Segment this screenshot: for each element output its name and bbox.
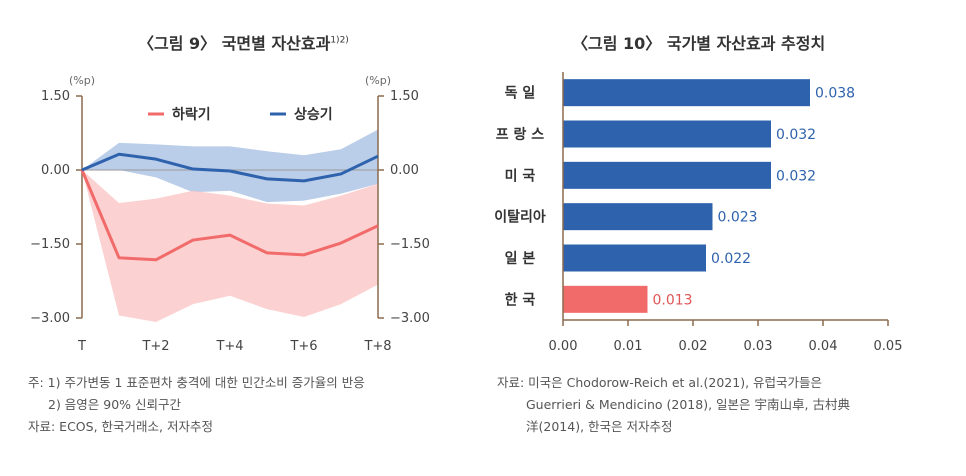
y-unit-label-left: (%p) bbox=[69, 74, 95, 87]
category-label: 한 국 bbox=[505, 292, 536, 308]
bar bbox=[563, 161, 771, 189]
bar bbox=[563, 120, 771, 148]
left-chart-title: 〈그림 9〉 국면별 자산효과1)2) bbox=[138, 30, 349, 54]
category-label: 미 국 bbox=[505, 168, 536, 184]
source-line: 자료: ECOS, 한국거래소, 저자추정 bbox=[28, 419, 213, 434]
series-line bbox=[81, 152, 379, 183]
y-tick-label-left: −1.50 bbox=[30, 237, 70, 252]
bar-data-label: 0.038 bbox=[815, 86, 855, 102]
x-tick-label: 0.03 bbox=[744, 339, 773, 354]
bar bbox=[563, 244, 706, 272]
bars: 0.038 0.032 0.032 0.023 0.022 0.013 bbox=[563, 79, 855, 313]
x-tick-label: 0.04 bbox=[809, 339, 838, 354]
right-chart-notes: 자료: 미국은 Chodorow-Reich et al.(2021), 유럽국… bbox=[497, 372, 850, 438]
x-tick-label: 0.01 bbox=[614, 339, 643, 354]
y-tick-label-right: 0.00 bbox=[390, 163, 419, 178]
source-line: 洋(2014), 한국은 저자추정 bbox=[526, 419, 673, 434]
y-tick-label-right: −1.50 bbox=[390, 237, 430, 252]
x-tick-label: T bbox=[77, 339, 86, 354]
y-tick-label-right: −3.00 bbox=[390, 311, 430, 326]
x-tick-label: 0.00 bbox=[549, 339, 578, 354]
x-tick-label: 0.02 bbox=[679, 339, 708, 354]
category-label: 일 본 bbox=[505, 251, 536, 267]
x-tick-label: T+8 bbox=[363, 339, 391, 354]
right-chart-title-text: 〈그림 10〉 국가별 자산효과 추정치 bbox=[572, 34, 826, 53]
bar-data-label: 0.032 bbox=[776, 168, 816, 184]
x-tick-label: 0.05 bbox=[874, 339, 903, 354]
source-line: Guerrieri & Mendicino (2018), 일본은 宇南山卓, … bbox=[526, 397, 850, 412]
bar bbox=[563, 79, 810, 107]
bar-data-label: 0.013 bbox=[653, 292, 693, 308]
category-label: 이탈리아 bbox=[494, 209, 546, 226]
bar-data-label: 0.022 bbox=[711, 251, 751, 267]
right-chart-title: 〈그림 10〉 국가별 자산효과 추정치 bbox=[572, 30, 825, 54]
bar-data-label: 0.032 bbox=[776, 127, 816, 143]
y-tick-label-right: 1.50 bbox=[390, 89, 419, 104]
left-chart-title-footnote: 1)2) bbox=[330, 35, 349, 46]
category-label: 프 랑 스 bbox=[496, 127, 545, 143]
y-tick-label-left: −3.00 bbox=[30, 311, 70, 326]
bar bbox=[563, 203, 713, 231]
note-line: 2) 음영은 90% 신뢰구간 bbox=[48, 397, 182, 412]
x-tick-label: T+2 bbox=[141, 339, 169, 354]
series-lines bbox=[80, 152, 379, 262]
line-chart-legend: 하락기 상승기 bbox=[148, 106, 333, 123]
category-label: 독 일 bbox=[505, 86, 536, 102]
y-unit-label-right: (%p) bbox=[365, 74, 391, 87]
note-line: 주: 1) 주가변동 1 표준편차 충격에 대한 민간소비 증가율의 반응 bbox=[28, 375, 365, 390]
series-line bbox=[80, 169, 379, 262]
asset-effect-line-chart: 1.50 1.50 0.00 0.00 −1.50 −1.50 −3.00 −3.00 (%p)… bbox=[30, 74, 430, 354]
x-tick-label: T+6 bbox=[289, 339, 317, 354]
left-chart-notes: 주: 1) 주가변동 1 표준편차 충격에 대한 민간소비 증가율의 반응 2)… bbox=[28, 372, 365, 438]
confidence-bands bbox=[82, 129, 378, 322]
confidence-band bbox=[82, 170, 378, 322]
legend-label: 하락기 bbox=[172, 106, 211, 123]
confidence-band bbox=[82, 129, 378, 203]
left-chart-title-text: 〈그림 9〉 국면별 자산효과 bbox=[138, 34, 331, 53]
legend-label: 상승기 bbox=[294, 107, 333, 123]
y-tick-label-left: 1.50 bbox=[41, 89, 70, 104]
source-line: 자료: 미국은 Chodorow-Reich et al.(2021), 유럽국… bbox=[497, 375, 823, 390]
y-tick-label-left: 0.00 bbox=[41, 163, 70, 178]
x-tick-label: T+4 bbox=[215, 339, 243, 354]
bar bbox=[563, 285, 648, 313]
bar-data-label: 0.023 bbox=[718, 210, 758, 226]
